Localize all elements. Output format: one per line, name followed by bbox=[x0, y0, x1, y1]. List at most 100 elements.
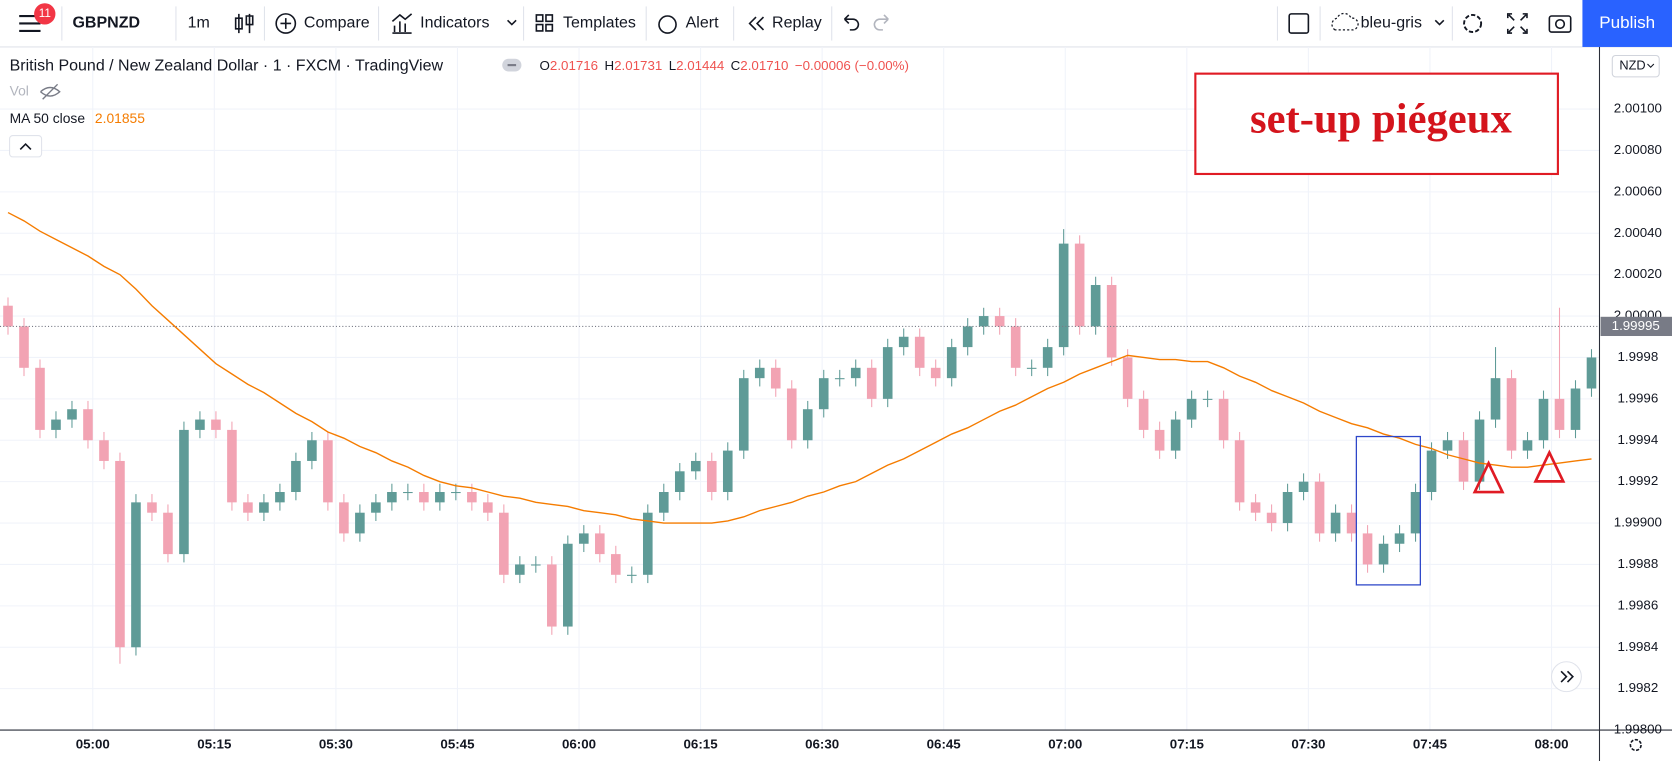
warning-triangle bbox=[1533, 449, 1566, 483]
x-tick-label: 06:15 bbox=[684, 737, 719, 752]
candle-body bbox=[962, 326, 973, 348]
x-tick-label: 06:00 bbox=[562, 737, 596, 752]
candle-body bbox=[163, 512, 173, 555]
cloud-icon bbox=[1331, 12, 1359, 31]
candle-body bbox=[1314, 481, 1325, 534]
alert-icon bbox=[658, 15, 677, 34]
compare-button[interactable]: Compare bbox=[304, 15, 370, 32]
last-price-label: 1.99995 bbox=[1612, 318, 1660, 333]
y-tick-label: 1.9984 bbox=[1618, 639, 1659, 654]
candle-body bbox=[1026, 367, 1037, 369]
candle-body bbox=[67, 409, 77, 420]
y-tick-label: 2.00060 bbox=[1614, 183, 1662, 198]
settings-icon[interactable] bbox=[1463, 13, 1483, 33]
interval[interactable]: 1m bbox=[188, 15, 210, 32]
hidden-eye-icon[interactable] bbox=[40, 83, 61, 100]
candle-body bbox=[419, 492, 429, 503]
candle-body bbox=[834, 378, 845, 380]
candle-body bbox=[1330, 512, 1341, 534]
replay-icon bbox=[748, 16, 765, 31]
dropdown-arrow[interactable] bbox=[507, 19, 517, 26]
candle-body bbox=[1442, 440, 1453, 451]
annotation-box bbox=[1194, 72, 1559, 176]
candle-body bbox=[1394, 533, 1405, 544]
fullscreen-icon[interactable] bbox=[1506, 13, 1528, 34]
undo-icon[interactable] bbox=[843, 14, 860, 31]
candle-body bbox=[1058, 243, 1069, 348]
l-value: 2.01444 bbox=[676, 58, 725, 73]
currency[interactable]: NZD bbox=[1619, 58, 1645, 73]
y-tick-label: 1.9992 bbox=[1618, 473, 1659, 488]
candle-body bbox=[579, 533, 589, 544]
x-tick-label: 07:45 bbox=[1413, 737, 1448, 752]
alert-button[interactable]: Alert bbox=[686, 15, 719, 32]
y-tick-label: 1.9986 bbox=[1618, 597, 1659, 612]
candle-body bbox=[627, 574, 637, 576]
x-tick-label: 05:30 bbox=[319, 737, 353, 752]
publish-button[interactable]: Publish bbox=[1599, 13, 1655, 32]
setup-box bbox=[1355, 435, 1421, 586]
legend: British Pound / New Zealand Dollar · 1 ·… bbox=[9, 57, 909, 158]
x-tick-label: 07:00 bbox=[1048, 737, 1082, 752]
candle-body bbox=[930, 367, 941, 379]
candle-body bbox=[467, 492, 477, 503]
candle-body bbox=[1554, 398, 1565, 430]
candle-body bbox=[275, 492, 285, 503]
legend-toggle[interactable] bbox=[9, 135, 43, 158]
symbol[interactable]: GBPNZD bbox=[73, 15, 141, 32]
replay-button[interactable]: Replay bbox=[772, 15, 822, 32]
candle-body bbox=[195, 419, 205, 430]
last-price-tag bbox=[1600, 316, 1672, 337]
candle-body bbox=[291, 460, 301, 493]
candle-body bbox=[131, 502, 141, 648]
currency-button[interactable] bbox=[1611, 54, 1660, 78]
dropdown-arrow[interactable] bbox=[1434, 19, 1445, 26]
candle-body bbox=[211, 419, 221, 430]
candle-body bbox=[1138, 398, 1149, 430]
candle-body bbox=[147, 502, 157, 513]
candle-body bbox=[531, 564, 541, 566]
candle-body bbox=[595, 533, 605, 555]
y-tick-label: 1.9982 bbox=[1618, 680, 1659, 695]
y-tick-label: 1.9998 bbox=[1618, 349, 1659, 364]
y-tick-label: 1.9994 bbox=[1618, 432, 1659, 447]
candle-body bbox=[483, 502, 493, 513]
indicators-button[interactable]: Indicators bbox=[420, 15, 489, 32]
o-value: 2.01716 bbox=[550, 58, 598, 73]
redo-icon[interactable] bbox=[873, 14, 889, 31]
candle-body bbox=[1282, 492, 1293, 524]
candle-body bbox=[51, 419, 61, 430]
candle-body bbox=[1474, 419, 1485, 482]
templates-button[interactable]: Templates bbox=[563, 15, 636, 32]
theme-button[interactable]: bleu-gris bbox=[1361, 15, 1422, 32]
badge bbox=[34, 3, 56, 25]
candle-body bbox=[914, 336, 925, 368]
candle-body bbox=[1346, 512, 1357, 534]
chart-type-icon[interactable] bbox=[234, 13, 254, 34]
candle-body bbox=[786, 388, 797, 441]
candle-body bbox=[1218, 398, 1229, 441]
candle-body bbox=[1410, 492, 1421, 534]
candle-body bbox=[1170, 419, 1181, 451]
candle-body bbox=[866, 367, 877, 399]
publish-bg[interactable] bbox=[1582, 0, 1672, 47]
candle-body bbox=[515, 564, 525, 575]
candle-body bbox=[243, 502, 253, 513]
x-tick-label: 06:45 bbox=[927, 737, 962, 752]
candle-body bbox=[1458, 440, 1469, 482]
snapshot-icon[interactable] bbox=[1548, 15, 1572, 33]
candle-body bbox=[83, 409, 93, 441]
candle-body bbox=[1586, 357, 1597, 389]
axis-settings[interactable] bbox=[1629, 738, 1642, 752]
candle-body bbox=[1154, 429, 1165, 451]
candle-body bbox=[818, 378, 829, 410]
candle-body bbox=[611, 554, 621, 575]
candle-body bbox=[1378, 543, 1389, 565]
y-tick-label: 1.9988 bbox=[1618, 556, 1659, 571]
candle-body bbox=[1362, 533, 1373, 565]
instrument-title: British Pound / New Zealand Dollar · 1 ·… bbox=[10, 57, 444, 74]
candle-body bbox=[802, 409, 813, 441]
candle-body bbox=[722, 450, 733, 493]
layout-icon[interactable] bbox=[1288, 13, 1310, 34]
